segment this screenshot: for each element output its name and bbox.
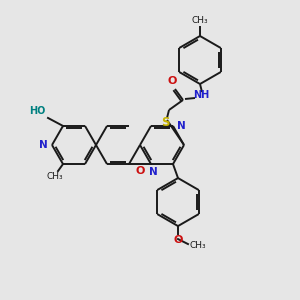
Text: O: O bbox=[135, 166, 145, 176]
Text: N: N bbox=[148, 167, 158, 177]
Text: S: S bbox=[161, 116, 169, 128]
Text: O: O bbox=[167, 76, 177, 86]
Text: HO: HO bbox=[30, 106, 46, 116]
Text: N: N bbox=[177, 121, 186, 131]
Text: CH₃: CH₃ bbox=[192, 16, 208, 25]
Text: NH: NH bbox=[193, 90, 209, 100]
Text: CH₃: CH₃ bbox=[190, 241, 207, 250]
Text: N: N bbox=[39, 140, 48, 150]
Text: O: O bbox=[173, 235, 183, 245]
Text: CH₃: CH₃ bbox=[47, 172, 63, 181]
